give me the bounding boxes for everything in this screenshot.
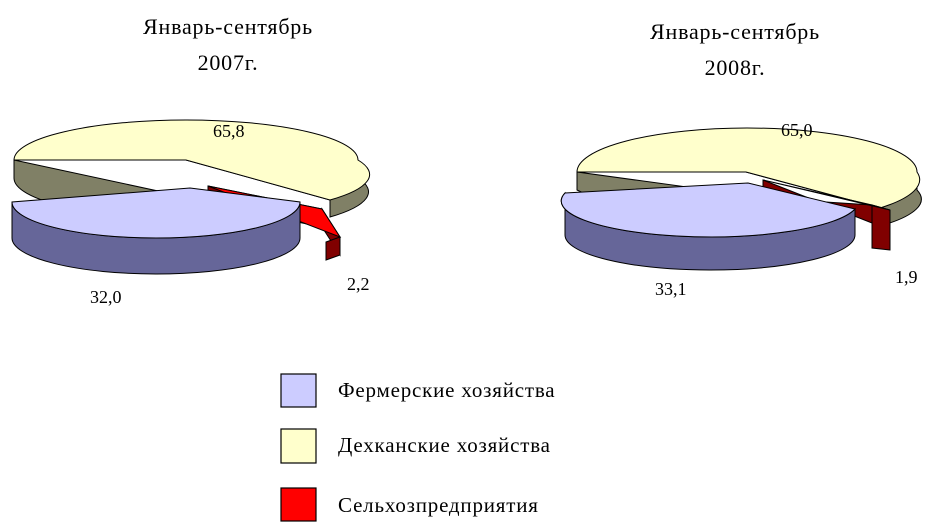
legend-swatch-agri [280,487,317,522]
data-label-dekhkan-2008: 65,0 [781,120,813,140]
legend-swatch-dekhkan [280,428,317,464]
chart-title-line1-2007: Январь-сентябрь [143,14,313,39]
data-label-farmer-2007: 32,0 [90,287,122,307]
chart-title-line2-2008: 2008г. [705,55,766,80]
data-label-agri-2007: 2,2 [347,274,370,294]
pie-slice-farmer-2008 [560,182,856,271]
legend-item-dekhkan: Дехканские хозяйства [280,428,551,464]
chart-title-line1-2008: Январь-сентябрь [650,19,820,44]
legend-label-farmer: Фермерские хозяйства [338,378,555,402]
slice-top-farmer-2008 [560,182,856,238]
data-label-dekhkan-2007: 65,8 [213,121,245,141]
slice-top-farmer-2007 [11,187,301,239]
slice-side-agri-2007-right [325,236,341,261]
pie-chart-2007: 65,8 32,0 2,2 [11,119,371,307]
data-label-agri-2008: 1,9 [895,267,918,287]
legend-item-farmer: Фермерские хозяйства [280,373,555,408]
legend-label-dekhkan: Дехканские хозяйства [338,433,551,457]
pie-chart-2008: 65,0 33,1 1,9 [560,120,922,299]
slice-top-dekhkan-2008 [576,127,921,209]
legend-swatch-farmer [280,373,317,408]
pie-slice-farmer-2007 [11,187,301,275]
slice-top-dekhkan-2007 [13,119,371,201]
chart-title-line2-2007: 2007г. [198,50,259,75]
data-label-farmer-2008: 33,1 [655,279,687,299]
slice-top-agri-2008 [762,179,891,211]
legend-label-agri: Сельхозпредприятия [338,493,539,517]
legend-item-agri: Сельхозпредприятия [280,487,539,522]
legend: Фермерские хозяйства Дехканские хозяйств… [280,373,555,522]
slice-side-agri-2008-outer [871,204,891,251]
